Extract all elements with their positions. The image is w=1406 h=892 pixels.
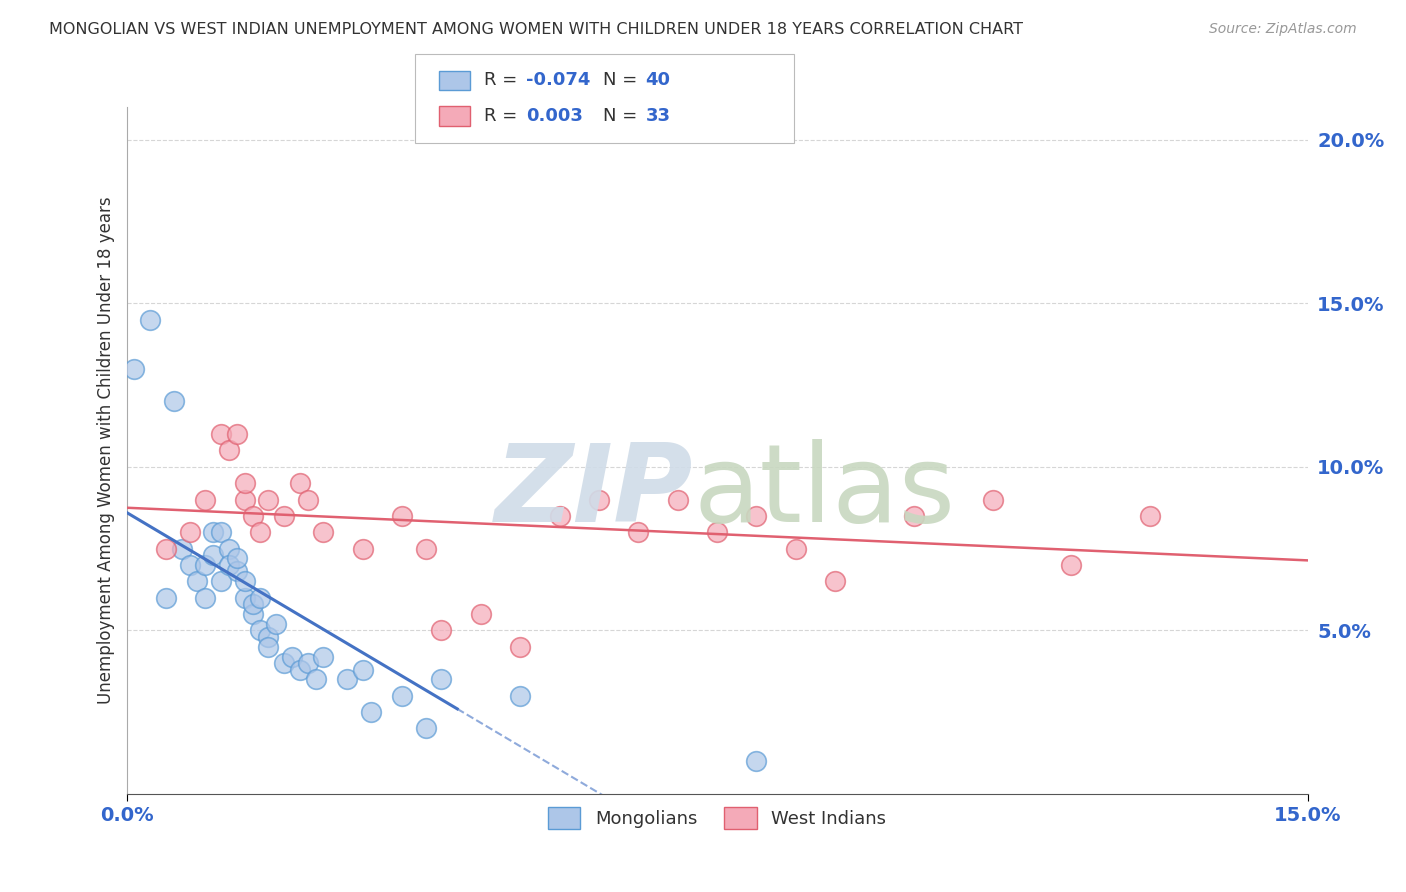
Text: 0.003: 0.003 xyxy=(526,107,582,125)
Point xyxy=(242,607,264,621)
Text: 33: 33 xyxy=(645,107,671,125)
Point xyxy=(470,607,492,621)
Point xyxy=(509,689,531,703)
Point xyxy=(194,558,217,572)
Point xyxy=(194,492,217,507)
Point xyxy=(209,427,232,442)
Point xyxy=(242,597,264,611)
Point xyxy=(257,492,280,507)
Legend: Mongolians, West Indians: Mongolians, West Indians xyxy=(541,800,893,837)
Point xyxy=(745,754,768,768)
Point xyxy=(391,508,413,523)
Point xyxy=(430,673,453,687)
Point xyxy=(233,591,256,605)
Text: ZIP: ZIP xyxy=(495,439,693,545)
Point xyxy=(824,574,846,589)
Point xyxy=(288,476,311,491)
Point xyxy=(202,548,225,562)
Point xyxy=(249,525,271,540)
Point xyxy=(242,508,264,523)
Text: N =: N = xyxy=(603,71,643,89)
Point xyxy=(360,705,382,719)
Point xyxy=(430,624,453,638)
Point xyxy=(312,525,335,540)
Text: R =: R = xyxy=(484,71,523,89)
Point xyxy=(257,630,280,644)
Point xyxy=(225,427,247,442)
Point xyxy=(218,541,240,556)
Point xyxy=(352,663,374,677)
Point xyxy=(281,649,304,664)
Point xyxy=(415,722,437,736)
Point xyxy=(304,673,326,687)
Point xyxy=(218,443,240,458)
Point xyxy=(1060,558,1083,572)
Text: MONGOLIAN VS WEST INDIAN UNEMPLOYMENT AMONG WOMEN WITH CHILDREN UNDER 18 YEARS C: MONGOLIAN VS WEST INDIAN UNEMPLOYMENT AM… xyxy=(49,22,1024,37)
Text: Source: ZipAtlas.com: Source: ZipAtlas.com xyxy=(1209,22,1357,37)
Point xyxy=(273,656,295,670)
Point xyxy=(336,673,359,687)
Point xyxy=(666,492,689,507)
Point xyxy=(273,508,295,523)
Point xyxy=(202,525,225,540)
Point xyxy=(391,689,413,703)
Point xyxy=(548,508,571,523)
Point xyxy=(509,640,531,654)
Point xyxy=(627,525,650,540)
Point xyxy=(225,551,247,566)
Point xyxy=(233,492,256,507)
Point xyxy=(288,663,311,677)
Text: N =: N = xyxy=(603,107,643,125)
Point xyxy=(233,476,256,491)
Point xyxy=(139,312,162,326)
Point xyxy=(170,541,193,556)
Point xyxy=(903,508,925,523)
Point xyxy=(155,591,177,605)
Text: R =: R = xyxy=(484,107,523,125)
Point xyxy=(297,492,319,507)
Point xyxy=(194,591,217,605)
Point xyxy=(209,525,232,540)
Text: -0.074: -0.074 xyxy=(526,71,591,89)
Point xyxy=(179,525,201,540)
Point xyxy=(225,565,247,579)
Point xyxy=(186,574,208,589)
Point xyxy=(588,492,610,507)
Point xyxy=(209,574,232,589)
Point xyxy=(264,616,287,631)
Point xyxy=(124,361,146,376)
Point xyxy=(249,624,271,638)
Point xyxy=(233,574,256,589)
Point xyxy=(257,640,280,654)
Point xyxy=(312,649,335,664)
Point xyxy=(163,394,186,409)
Point xyxy=(785,541,807,556)
Point xyxy=(218,558,240,572)
Point xyxy=(981,492,1004,507)
Point xyxy=(745,508,768,523)
Point xyxy=(1139,508,1161,523)
Point xyxy=(249,591,271,605)
Point xyxy=(155,541,177,556)
Y-axis label: Unemployment Among Women with Children Under 18 years: Unemployment Among Women with Children U… xyxy=(97,196,115,705)
Point xyxy=(297,656,319,670)
Point xyxy=(415,541,437,556)
Point xyxy=(706,525,728,540)
Text: atlas: atlas xyxy=(693,439,956,545)
Text: 40: 40 xyxy=(645,71,671,89)
Point xyxy=(179,558,201,572)
Point xyxy=(352,541,374,556)
